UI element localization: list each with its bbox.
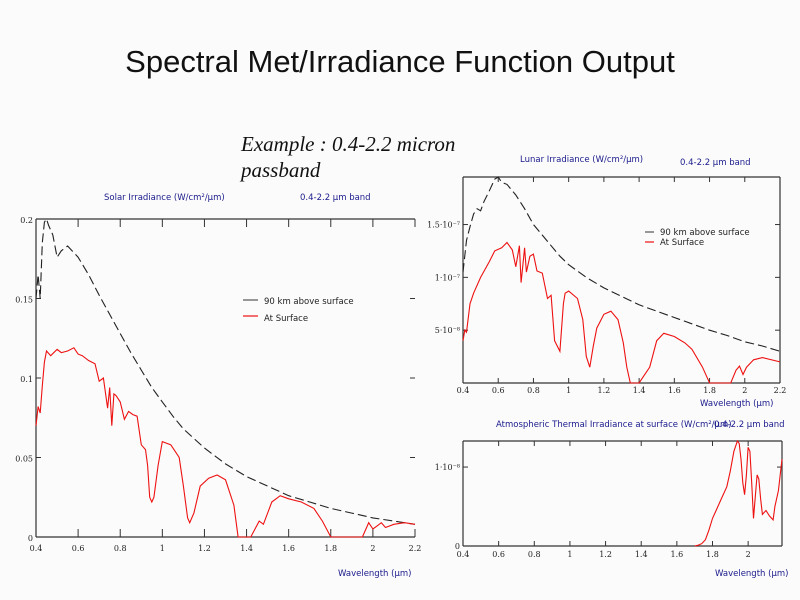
- x-tick-label: 0.6: [492, 386, 505, 395]
- thermal-x-axis-label: Wavelength (µm): [715, 569, 788, 579]
- x-tick-label: 0.6: [72, 544, 85, 553]
- x-tick-label: 1: [160, 544, 165, 553]
- lunar-chart: 0.4 0.6 0.8 1 1.2 1.4 1.6 1.8 2 2.2 5·10⁻⁸ 1·10⁻⁷ 1.…: [427, 176, 787, 395]
- x-tick-label: 1.2: [599, 550, 612, 559]
- x-tick-label: 2: [742, 386, 747, 395]
- x-tick-label: 2.2: [774, 386, 787, 395]
- y-tick-label: 0: [28, 534, 33, 543]
- series-line-90km-above-surface: [462, 176, 781, 352]
- lunar-legend-above: 90 km above surface: [660, 228, 750, 238]
- series-line-at-surface: [35, 347, 416, 538]
- x-tick-label: 1.2: [598, 386, 611, 395]
- x-tick-label: 0.4: [30, 544, 43, 553]
- x-tick-label: 0.4: [457, 550, 470, 559]
- y-tick-label: 0: [455, 542, 460, 551]
- slide-title: Spectral Met/Irradiance Function Output: [125, 44, 675, 79]
- x-tick-label: 1.6: [670, 550, 683, 559]
- series-line-90km-above-surface: [35, 217, 416, 525]
- x-tick-label: 1: [567, 550, 572, 559]
- lunar-x-axis-label: Wavelength (µm): [700, 399, 773, 409]
- y-tick-label: 5·10⁻⁸: [435, 326, 460, 335]
- x-tick-label: 1.8: [324, 544, 337, 553]
- x-tick-label: 2.2: [409, 544, 422, 553]
- solar-x-axis-label: Wavelength (µm): [338, 569, 411, 579]
- x-tick-label: 0.8: [528, 550, 541, 559]
- y-tick-label: 0.05: [15, 455, 33, 464]
- series-line-at-surface: [694, 439, 783, 547]
- x-tick-label: 1.2: [198, 544, 211, 553]
- x-tick-label: 0.6: [492, 550, 505, 559]
- x-tick-label: 2: [370, 544, 375, 553]
- x-tick-label: 1.6: [282, 544, 295, 553]
- x-tick-label: 0.4: [457, 386, 470, 395]
- x-tick-label: 0.8: [527, 386, 540, 395]
- x-tick-label: 2: [746, 550, 751, 559]
- x-tick-label: 1: [566, 386, 571, 395]
- y-tick-label: 1.5·10⁻⁷: [427, 221, 460, 230]
- x-tick-label: 1.4: [240, 544, 253, 553]
- thermal-chart-title: Atmospheric Thermal Irradiance at surfac…: [496, 420, 732, 430]
- series-line-at-surface: [462, 241, 781, 384]
- solar-legend-surface: At Surface: [264, 314, 308, 324]
- solar-legend-above: 90 km above surface: [264, 297, 354, 307]
- example-caption: Example : 0.4-2.2 micron passband: [241, 132, 456, 182]
- lunar-legend-surface: At Surface: [660, 238, 704, 248]
- y-tick-label: 0.2: [20, 216, 33, 225]
- x-tick-label: 1.8: [706, 550, 719, 559]
- x-tick-label: 1.8: [703, 386, 716, 395]
- x-tick-label: 1.6: [668, 386, 681, 395]
- solar-chart-title: Solar Irradiance (W/cm²/µm): [104, 193, 225, 203]
- thermal-chart: 0.4 0.6 0.8 1 1.2 1.4 1.6 1.8 2 0 1·10⁻⁸: [435, 439, 783, 559]
- y-tick-label: 0.15: [15, 296, 33, 305]
- y-tick-label: 1·10⁻⁸: [435, 463, 460, 472]
- y-tick-label: 0.1: [20, 375, 33, 384]
- solar-chart: 0.4 0.6 0.8 1 1.2 1.4 1.6 1.8 2 2.2 0 0.05 0.1 0.15 0.…: [15, 216, 421, 553]
- x-tick-label: 1.4: [633, 386, 646, 395]
- lunar-chart-band: 0.4-2.2 µm band: [680, 158, 751, 168]
- lunar-chart-title: Lunar Irradiance (W/cm²/µm): [520, 155, 643, 165]
- thermal-chart-band: 0.4-2.2 µm band: [714, 420, 785, 430]
- x-tick-label: 1.4: [635, 550, 648, 559]
- solar-chart-band: 0.4-2.2 µm band: [300, 193, 371, 203]
- y-tick-label: 1·10⁻⁷: [435, 273, 460, 282]
- x-tick-label: 0.8: [114, 544, 127, 553]
